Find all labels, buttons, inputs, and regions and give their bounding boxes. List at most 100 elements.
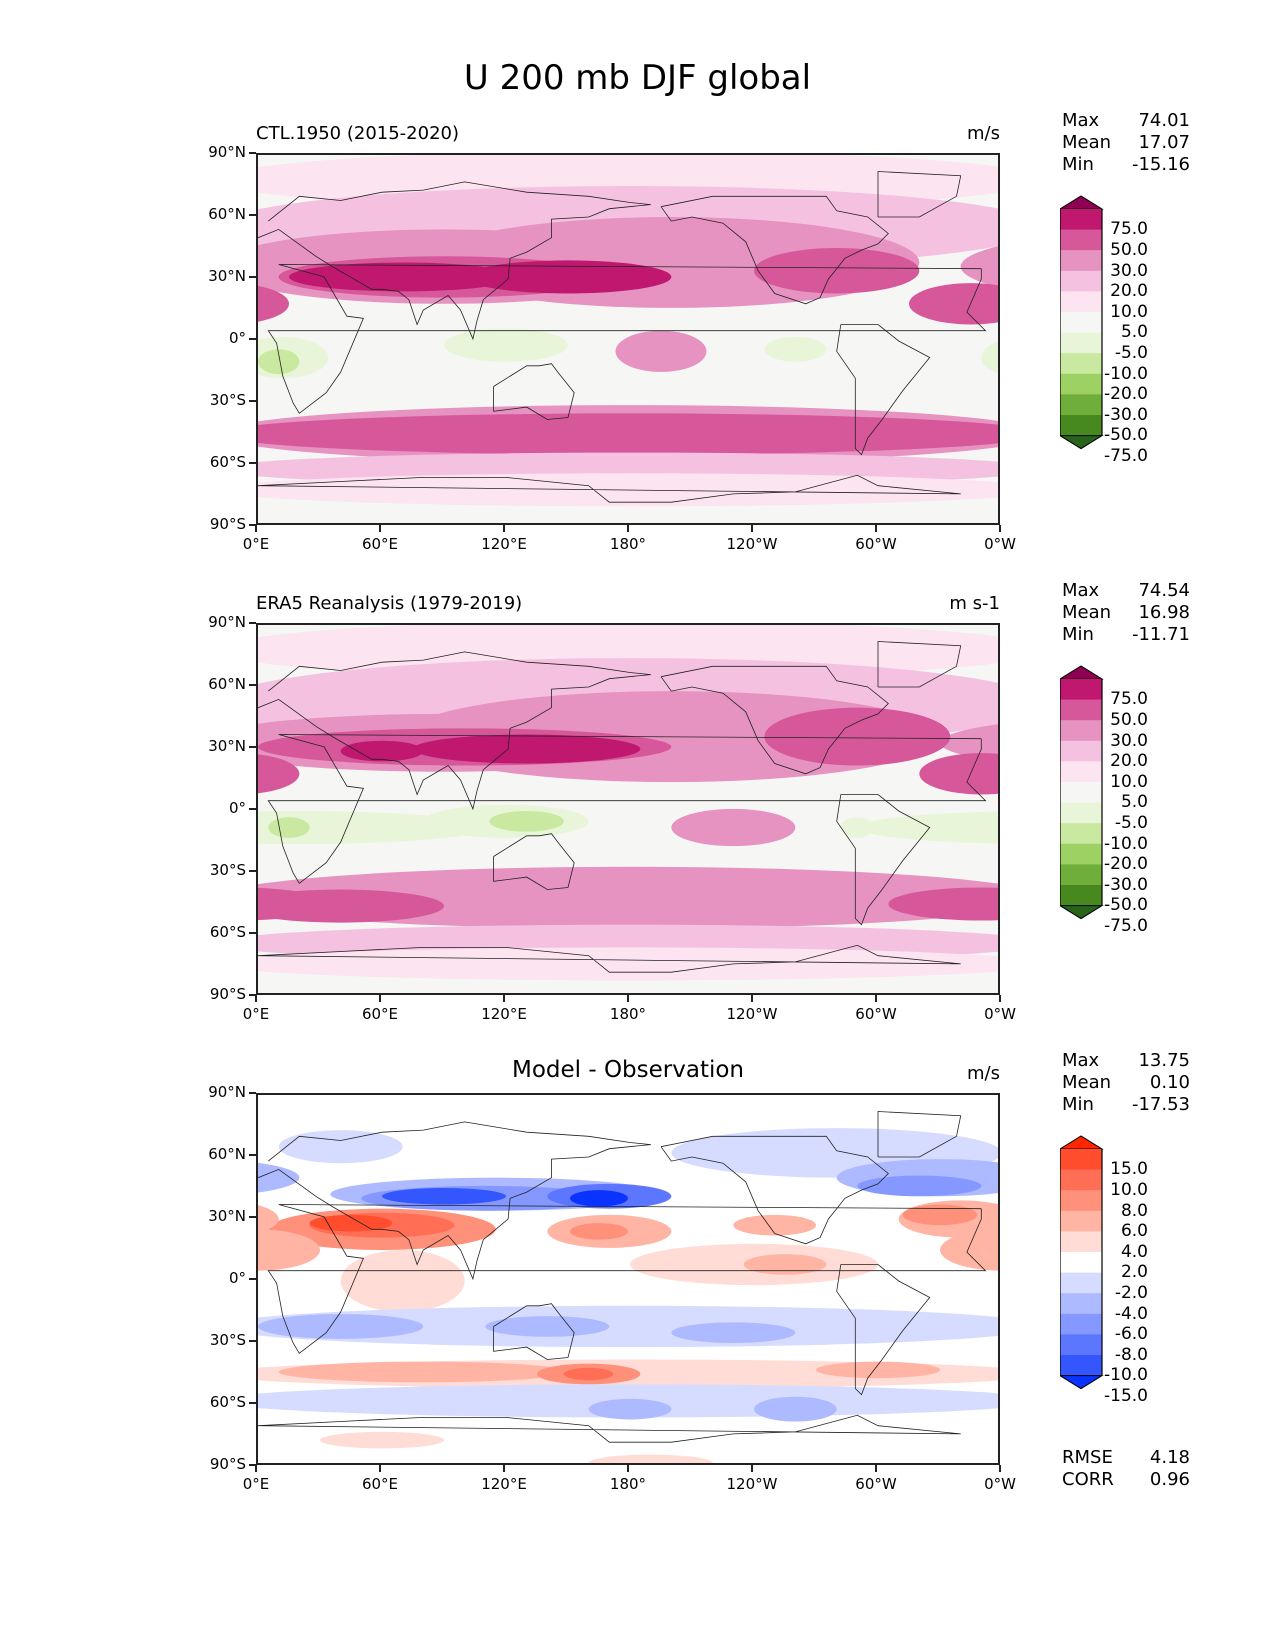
coastline [836, 324, 931, 456]
colorbar-segment [1060, 394, 1102, 416]
stat-value: 0.10 [1149, 1072, 1190, 1093]
x-tick [503, 995, 505, 1002]
x-tick [999, 1465, 1001, 1472]
colorbar-tick-label: -20.0 [1104, 854, 1148, 875]
contour-region [960, 957, 998, 971]
contour-region [258, 1162, 300, 1193]
contour-region [754, 1396, 837, 1422]
panel-title: CTL.1950 (2015-2020) [256, 123, 460, 144]
stat-label: Min [1062, 154, 1094, 175]
x-tick [875, 995, 877, 1002]
colorbar-tick-label: 50.0 [1110, 709, 1148, 730]
x-tick [751, 995, 753, 1002]
map-area [256, 153, 1000, 525]
colorbar-segment [1060, 1334, 1102, 1356]
contour-region [444, 328, 568, 362]
colorbar-segment [1060, 1149, 1102, 1171]
coastline [660, 665, 889, 775]
colorbar-segment [1060, 353, 1102, 375]
colorbar-segment [1060, 229, 1102, 251]
contour-region [258, 1229, 320, 1271]
y-tick [249, 1402, 256, 1404]
contour-region [340, 1250, 465, 1312]
y-tick [249, 932, 256, 934]
x-tick-label: 120°W [726, 1475, 778, 1493]
coastline [493, 1303, 575, 1360]
y-tick [249, 1092, 256, 1094]
x-tick [627, 1465, 629, 1472]
contour-region [258, 887, 331, 921]
x-tick-label: 0°W [984, 535, 1016, 553]
colorbar-extend-max [1060, 665, 1104, 680]
contour-region [563, 1367, 614, 1381]
x-tick [999, 995, 1001, 1002]
coastline [267, 1204, 987, 1354]
y-tick-label: 30°N [208, 267, 246, 285]
colorbar-tick-label: 20.0 [1110, 281, 1148, 302]
x-tick [503, 1465, 505, 1472]
x-tick-label: 60°E [361, 535, 399, 553]
colorbar-segment [1060, 1313, 1102, 1335]
coastline [258, 474, 961, 503]
x-tick-label: 0°W [984, 1475, 1016, 1493]
colorbar-tick-label: 10.0 [1110, 1179, 1148, 1200]
x-tick-label: 120°E [481, 1475, 527, 1493]
contour-region [258, 413, 998, 455]
contour-region [743, 1254, 827, 1275]
stat-row: Min -17.53 [1062, 1094, 1190, 1116]
x-tick-label: 120°W [726, 535, 778, 553]
contour-region [671, 1322, 796, 1343]
coastline [268, 1121, 651, 1162]
units-label: m/s [967, 1063, 1000, 1084]
colorbar-segment [1060, 209, 1102, 231]
stat-value: 17.07 [1138, 132, 1190, 153]
coastline [877, 1111, 962, 1158]
colorbar [1060, 195, 1104, 450]
colorbar-tick-label: -10.0 [1104, 1365, 1148, 1386]
figure-title: U 200 mb DJF global [463, 58, 812, 98]
contour-region [289, 262, 517, 292]
colorbar-tick-label: 6.0 [1120, 1221, 1148, 1242]
stat-label: Mean [1062, 132, 1112, 153]
colorbar-tick-label: 10.0 [1110, 301, 1148, 322]
x-tick-label: 120°E [481, 535, 527, 553]
contour-region [570, 1223, 628, 1240]
y-tick-label: 90°S [209, 1455, 246, 1473]
contour-region [960, 1317, 998, 1336]
map-area [256, 1093, 1000, 1465]
y-tick-label: 90°N [208, 1083, 246, 1101]
colorbar-segment [1060, 373, 1102, 395]
contour-region [258, 1205, 279, 1233]
y-tick [249, 1216, 256, 1218]
colorbar-segment [1060, 332, 1102, 354]
metric-row: RMSE 4.18 [1062, 1447, 1190, 1469]
y-tick-label: 60°S [209, 1393, 246, 1411]
units-label: m/s [967, 123, 1000, 144]
contour-region [960, 246, 998, 288]
contour-region [340, 740, 424, 762]
stats-box: Max 13.75 Mean 0.10 Min -17.53 [1062, 1050, 1190, 1116]
contour-region [258, 866, 998, 929]
contour-region [320, 1431, 444, 1449]
contour-region [840, 817, 874, 838]
colorbar-tick-label: -20.0 [1104, 384, 1148, 405]
contour-region [960, 935, 998, 951]
contour-region [464, 260, 672, 294]
y-tick [249, 338, 256, 340]
x-tick-label: 180° [609, 1475, 647, 1493]
x-tick-label: 0°E [242, 1475, 270, 1493]
stat-label: Max [1062, 580, 1100, 601]
coastline [258, 944, 961, 973]
colorbar-tick-label: 5.0 [1120, 792, 1148, 813]
y-tick [249, 808, 256, 810]
y-tick-label: 60°N [208, 675, 246, 693]
contour-region [588, 1454, 713, 1463]
contour-region [570, 1190, 628, 1207]
colorbar-segment [1060, 740, 1102, 762]
colorbar-tick-label: -50.0 [1104, 425, 1148, 446]
x-tick [379, 995, 381, 1002]
x-tick-label: 0°E [242, 535, 270, 553]
contour-region [981, 341, 998, 374]
contour-region [902, 1204, 978, 1226]
coastline [258, 1144, 651, 1281]
